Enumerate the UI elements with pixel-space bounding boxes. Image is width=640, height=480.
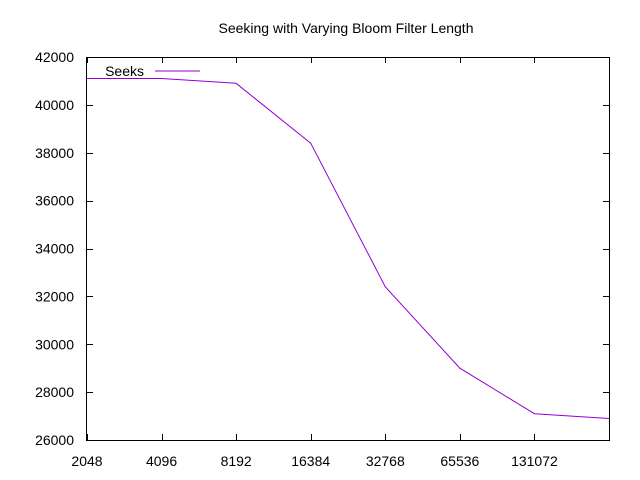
chart-title: Seeking with Varying Bloom Filter Length	[219, 20, 474, 36]
y-tick-label: 30000	[35, 336, 74, 352]
data-point	[459, 367, 461, 369]
y-tick-label: 36000	[35, 193, 74, 209]
data-point	[86, 78, 88, 79]
data-point	[533, 413, 535, 415]
x-tick-label: 32768	[366, 453, 405, 469]
data-point	[161, 78, 163, 79]
data-point	[310, 142, 312, 144]
y-tick-label: 34000	[35, 241, 74, 257]
x-tick-label: 8192	[221, 453, 252, 469]
y-tick-label: 40000	[35, 97, 74, 113]
x-tick-label: 131072	[511, 453, 558, 469]
x-tick-label: 2048	[71, 453, 102, 469]
y-tick-label: 38000	[35, 145, 74, 161]
y-tick-label: 42000	[35, 49, 74, 65]
data-point	[235, 82, 237, 84]
x-axis: 2048 4096 8192 16384 32768 65536 131072	[71, 57, 558, 469]
y-axis: 26000 28000 30000 32000 34000 36000 38000 40000…	[35, 49, 609, 448]
y-tick-label: 28000	[35, 384, 74, 400]
x-tick-label: 4096	[146, 453, 177, 469]
data-point	[608, 418, 610, 419]
series-line-seeks	[87, 78, 610, 419]
plot-frame	[86, 57, 610, 441]
legend-label-seeks: Seeks	[105, 63, 144, 79]
series-layer	[86, 78, 610, 419]
x-tick-label: 16384	[291, 453, 330, 469]
legend: Seeks	[105, 63, 200, 79]
x-tick-label: 65536	[440, 453, 479, 469]
y-tick-label: 26000	[35, 432, 74, 448]
y-tick-label: 32000	[35, 288, 74, 304]
data-point	[384, 286, 386, 288]
